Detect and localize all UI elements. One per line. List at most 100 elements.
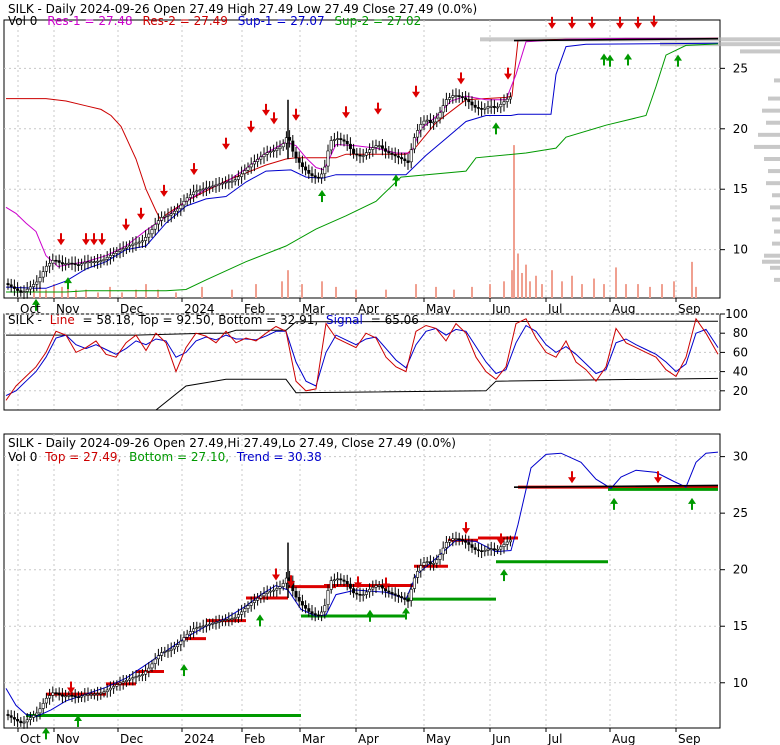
volume-bar bbox=[415, 284, 417, 298]
candle-body bbox=[345, 581, 349, 585]
candle-body bbox=[28, 717, 32, 720]
candle-body bbox=[368, 149, 372, 153]
candle-body bbox=[467, 99, 471, 103]
legend-sup2: Sup-2 = 27.02 bbox=[334, 14, 421, 28]
candle-body bbox=[400, 157, 404, 160]
sell-arrow-head bbox=[122, 224, 130, 231]
candle-body bbox=[329, 140, 333, 151]
candle-body bbox=[134, 242, 138, 245]
legend-vol: Vol 0 bbox=[8, 14, 37, 28]
candle-body bbox=[160, 652, 164, 656]
candle-body bbox=[393, 154, 397, 157]
candle-body bbox=[230, 618, 234, 620]
candle-body bbox=[464, 540, 468, 543]
candle-body bbox=[358, 154, 362, 157]
candle-body bbox=[38, 277, 42, 283]
candle-body bbox=[182, 201, 186, 206]
candle-body bbox=[121, 248, 125, 251]
price-y-axis: 10 15 20 25 bbox=[720, 61, 748, 257]
candle-body bbox=[419, 565, 423, 572]
x-tick-label: Jul bbox=[547, 732, 562, 745]
sell-arrow-head bbox=[548, 22, 556, 29]
stoch-main-line bbox=[5, 317, 719, 401]
candle-body bbox=[9, 715, 13, 718]
candle-body bbox=[492, 548, 496, 551]
candle-body bbox=[25, 719, 29, 723]
candle-body bbox=[51, 260, 55, 264]
candle-body bbox=[102, 691, 106, 694]
candle-body bbox=[124, 246, 128, 249]
volume-bar bbox=[355, 289, 357, 298]
candle-body bbox=[236, 176, 240, 180]
x-tick-label: Aug bbox=[612, 302, 635, 316]
legend-res1: Res-1 = 27.48 bbox=[47, 14, 132, 28]
candle-body bbox=[448, 97, 452, 100]
candle-body bbox=[105, 257, 109, 260]
sell-arrow-head bbox=[82, 239, 90, 246]
candle-body bbox=[80, 263, 84, 266]
volume-bar bbox=[231, 289, 233, 298]
candle-body bbox=[224, 181, 228, 184]
x-tick-label: 2024 bbox=[184, 302, 215, 316]
buy-arrow-head bbox=[74, 714, 82, 721]
candle-body bbox=[432, 563, 436, 565]
candle-body bbox=[348, 583, 352, 589]
trend-panel: 10 15 20 25 30 Oct Nov Dec 2024 Feb Mar Apr May Jun J… bbox=[3, 433, 748, 745]
candle-body bbox=[64, 263, 68, 265]
candle-body bbox=[313, 613, 317, 616]
candle-body bbox=[137, 675, 141, 677]
candle-body bbox=[310, 611, 314, 614]
candle-body bbox=[307, 169, 311, 174]
candle-body bbox=[224, 619, 228, 621]
candle-body bbox=[185, 197, 189, 202]
candle-body bbox=[281, 583, 285, 587]
price-panel: 10 15 20 25 Oct Nov Dec 2024 Feb Mar Apr May Jun Jul… bbox=[3, 2, 780, 316]
candle-body bbox=[19, 720, 23, 724]
candle-body bbox=[483, 107, 487, 110]
volume-bars bbox=[33, 145, 697, 298]
candle-body bbox=[204, 624, 208, 627]
candle-body bbox=[444, 99, 448, 106]
y-tick-label: 25 bbox=[733, 506, 748, 520]
candle-body bbox=[256, 159, 260, 162]
candle-body bbox=[102, 259, 106, 261]
candle-body bbox=[476, 549, 480, 552]
candle-body bbox=[454, 95, 458, 97]
candle-body bbox=[377, 145, 381, 147]
candle-body bbox=[307, 608, 311, 612]
candle-body bbox=[300, 601, 304, 606]
sup1-line bbox=[5, 42, 719, 289]
candle-body bbox=[44, 697, 48, 704]
candle-body bbox=[323, 166, 327, 175]
candle-flat-tail bbox=[513, 37, 719, 42]
candle-body bbox=[387, 590, 391, 593]
volume-bar bbox=[529, 281, 531, 298]
candle-body bbox=[92, 261, 96, 263]
buy-arrow-head bbox=[180, 664, 188, 671]
candle-body bbox=[502, 101, 506, 105]
candle-body bbox=[179, 204, 183, 210]
candle-body bbox=[99, 260, 103, 263]
stochastic-panel: 20 40 60 80 100 SILK - Line = 58.18, Top = 9… bbox=[3, 307, 748, 411]
candle-body bbox=[416, 130, 420, 138]
candle-body bbox=[256, 597, 260, 601]
candle-body bbox=[144, 670, 148, 675]
volume-profile-bar bbox=[764, 157, 780, 161]
candle-body bbox=[278, 146, 282, 150]
volume-bar bbox=[109, 286, 111, 298]
volume-bar bbox=[121, 292, 123, 298]
candle-body bbox=[323, 605, 327, 613]
candle-body bbox=[112, 253, 116, 256]
x-tick-label: Nov bbox=[56, 302, 79, 316]
candle-body bbox=[297, 158, 301, 163]
candle-body bbox=[268, 590, 272, 593]
volume-bar bbox=[593, 278, 595, 298]
candle-body bbox=[409, 588, 413, 601]
candle-body bbox=[163, 651, 167, 653]
sell-arrow-head bbox=[412, 91, 420, 98]
volume-bar bbox=[281, 281, 283, 298]
volume-profile-bar bbox=[766, 120, 780, 125]
candle-body bbox=[176, 644, 180, 648]
candle-body bbox=[304, 166, 308, 171]
x-tick-label: May bbox=[426, 302, 451, 316]
